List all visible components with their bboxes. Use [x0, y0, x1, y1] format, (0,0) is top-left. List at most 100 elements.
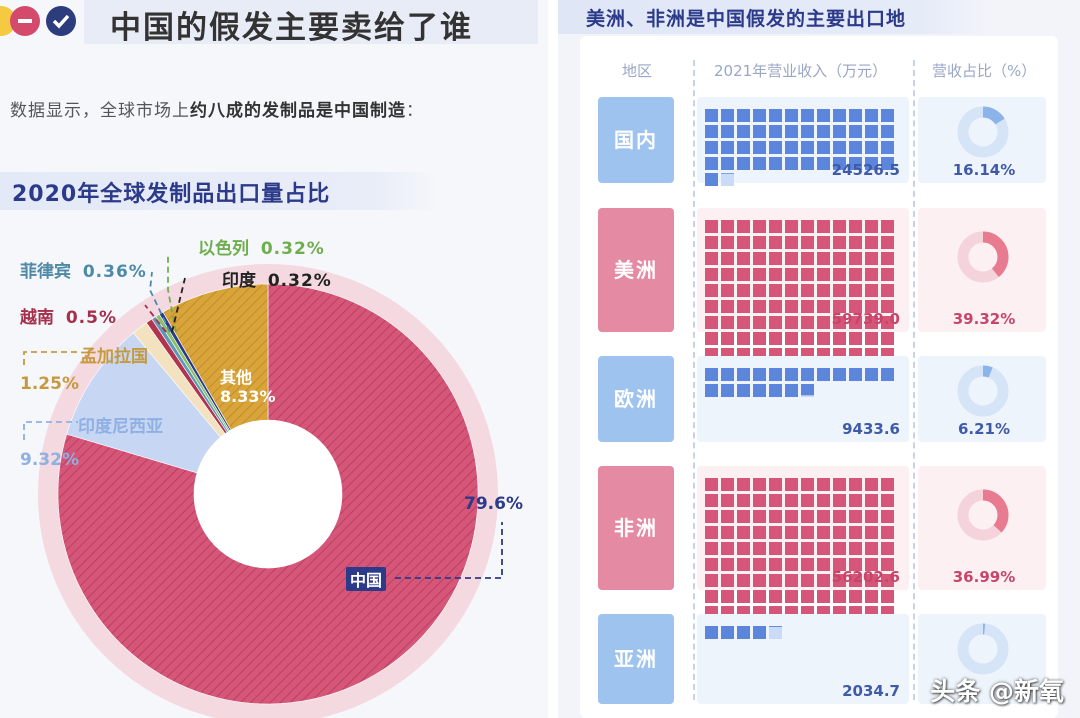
- waffle-cell: [737, 558, 750, 571]
- waffle-cell: [865, 316, 878, 329]
- waffle-cell: [801, 590, 814, 603]
- waffle-cell: [721, 542, 734, 555]
- waffle-cell: [737, 141, 750, 154]
- waffle-cell: [833, 300, 846, 313]
- waffle-cell: [833, 526, 846, 539]
- waffle-cell: [833, 368, 846, 381]
- waffle-cell: [753, 590, 766, 603]
- label-israel-name: 以色列: [198, 239, 249, 259]
- waffle-cell: [849, 252, 862, 265]
- waffle-cell: [737, 284, 750, 297]
- waffle-cell: [817, 236, 830, 249]
- waffle-cell: [801, 141, 814, 154]
- waffle-cell: [817, 590, 830, 603]
- waffle-cell: [753, 220, 766, 233]
- waffle-cell: [753, 558, 766, 571]
- waffle-cell: [705, 332, 718, 345]
- waffle-cell: [849, 510, 862, 523]
- waffle-cell: [833, 332, 846, 345]
- waffle-cell: [849, 478, 862, 491]
- waffle-cell: [785, 236, 798, 249]
- waffle-cell: [769, 368, 782, 381]
- donut-segment: [957, 489, 1009, 541]
- waffle-cell: [849, 300, 862, 313]
- column-header-share: 营收占比（%）: [932, 62, 1037, 80]
- revenue-value: 56202.6: [831, 568, 900, 586]
- waffle-cell: [817, 558, 830, 571]
- waffle-cell: [849, 268, 862, 281]
- share-value: 39.32%: [952, 310, 1016, 328]
- waffle-cell: [849, 157, 862, 170]
- waffle-cell: [865, 157, 878, 170]
- label-philippines: 菲律宾 0.36%: [20, 257, 147, 282]
- waffle-cell: [833, 252, 846, 265]
- waffle-cell: [865, 236, 878, 249]
- waffle-cell: [737, 626, 750, 639]
- waffle-cell: [865, 220, 878, 233]
- lead-text: 数据显示，全球市场上约八成的发制品是中国制造：: [10, 96, 424, 121]
- waffle-cell: [737, 590, 750, 603]
- waffle-cell: [801, 157, 814, 170]
- waffle-cell: [817, 574, 830, 587]
- waffle-cell: [849, 316, 862, 329]
- waffle-cell: [833, 109, 846, 122]
- waffle-cell: [705, 626, 718, 639]
- waffle-cell: [881, 368, 894, 381]
- waffle-cell: [833, 284, 846, 297]
- waffle-cell: [721, 526, 734, 539]
- waffle-cell: [753, 141, 766, 154]
- waffle-cell: [865, 510, 878, 523]
- waffle-cell: [705, 558, 718, 571]
- waffle-cell: [801, 332, 814, 345]
- donut-track: [957, 623, 1009, 675]
- waffle-cell: [769, 109, 782, 122]
- label-other-value: 8.33%: [220, 387, 276, 406]
- waffle-cell: [881, 590, 894, 603]
- waffle-cell: [721, 316, 734, 329]
- leader-line: [144, 304, 167, 333]
- waffle-cell: [785, 300, 798, 313]
- waffle-cell: [737, 478, 750, 491]
- waffle-cell: [801, 252, 814, 265]
- waffle-cell: [721, 157, 734, 170]
- watermark: 头条 @新氧: [930, 677, 1064, 706]
- share-donut: [957, 365, 1009, 417]
- revenue-waffle: [705, 109, 894, 186]
- revenue-value: 59739.0: [831, 310, 900, 328]
- waffle-cell: [721, 574, 734, 587]
- waffle-cell: [881, 316, 894, 329]
- waffle-cell: [769, 268, 782, 281]
- waffle-cell: [769, 542, 782, 555]
- region-name: 美洲: [614, 258, 658, 282]
- revenue-value: 24526.5: [831, 161, 900, 179]
- waffle-cell: [785, 478, 798, 491]
- waffle-cell: [737, 220, 750, 233]
- waffle-cell: [849, 220, 862, 233]
- waffle-cell: [801, 558, 814, 571]
- waffle-cell: [833, 220, 846, 233]
- waffle-cell: [721, 558, 734, 571]
- waffle-cell: [817, 478, 830, 491]
- waffle-cell: [753, 526, 766, 539]
- waffle-cell: [753, 510, 766, 523]
- waffle-cell: [833, 590, 846, 603]
- waffle-cell: [753, 542, 766, 555]
- waffle-cell: [881, 284, 894, 297]
- waffle-cell: [753, 478, 766, 491]
- waffle-cell: [881, 268, 894, 281]
- waffle-cell: [833, 494, 846, 507]
- waffle-cell: [785, 558, 798, 571]
- waffle-cell: [785, 368, 798, 381]
- region-tag: 亚洲: [598, 614, 674, 704]
- waffle-cell: [705, 220, 718, 233]
- waffle-cell: [737, 368, 750, 381]
- waffle-cell: [721, 236, 734, 249]
- waffle-cell: [833, 157, 846, 170]
- waffle-cell: [769, 157, 782, 170]
- label-philippines-name: 菲律宾: [20, 262, 71, 282]
- waffle-cell: [849, 542, 862, 555]
- leader-line: [23, 351, 78, 365]
- waffle-cell: [721, 590, 734, 603]
- waffle-cell: [833, 236, 846, 249]
- waffle-cell: [817, 157, 830, 170]
